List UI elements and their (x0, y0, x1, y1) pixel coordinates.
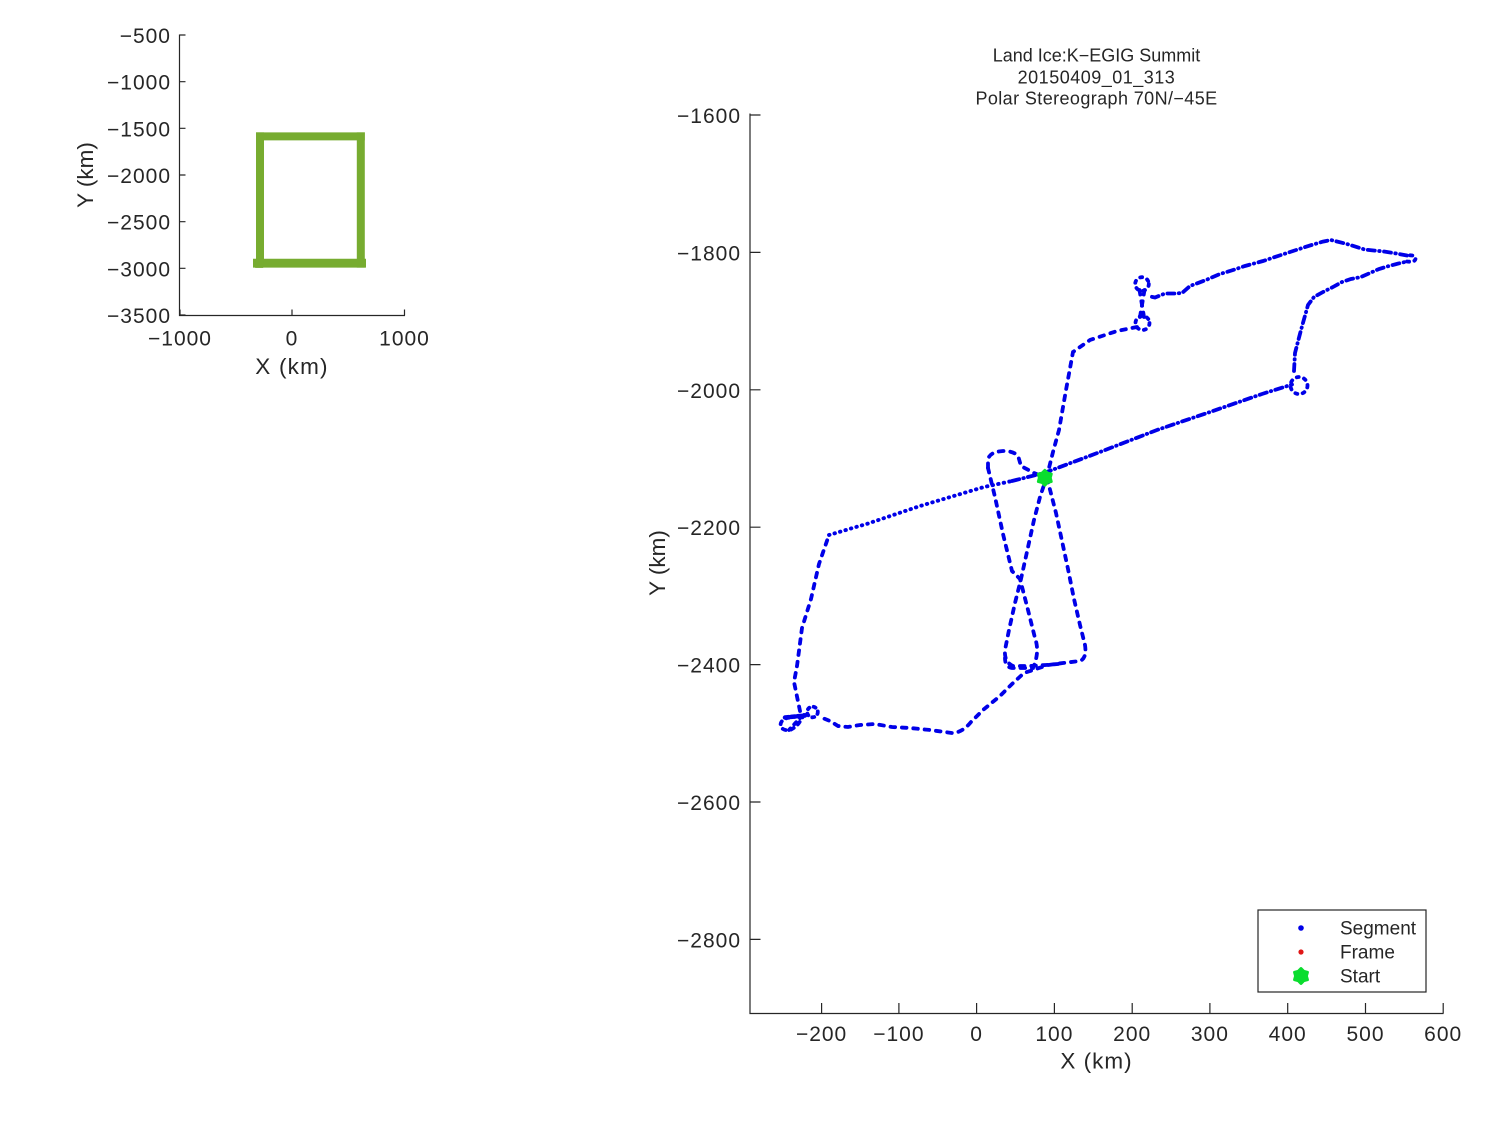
svg-text:Y (km): Y (km) (73, 142, 98, 208)
svg-text:Start: Start (1340, 967, 1381, 988)
svg-text:200: 200 (1113, 1023, 1151, 1046)
svg-text:−3000: −3000 (107, 258, 171, 281)
svg-text:−2600: −2600 (677, 792, 741, 815)
svg-text:−2000: −2000 (107, 165, 171, 188)
svg-text:−2400: −2400 (677, 655, 741, 678)
svg-text:Y (km): Y (km) (645, 530, 670, 596)
svg-text:1000: 1000 (379, 328, 430, 351)
svg-text:Segment: Segment (1340, 919, 1417, 940)
svg-text:−2500: −2500 (107, 212, 171, 235)
svg-text:100: 100 (1035, 1023, 1073, 1046)
svg-text:−200: −200 (796, 1023, 847, 1046)
svg-text:−1000: −1000 (107, 72, 171, 95)
svg-text:Frame: Frame (1340, 943, 1395, 964)
svg-text:20150409_01_313: 20150409_01_313 (1018, 68, 1176, 89)
svg-text:−500: −500 (120, 25, 171, 48)
svg-text:−2200: −2200 (677, 517, 741, 540)
svg-text:0: 0 (970, 1023, 983, 1046)
svg-text:300: 300 (1191, 1023, 1229, 1046)
svg-text:0: 0 (286, 328, 299, 351)
svg-text:600: 600 (1424, 1023, 1462, 1046)
svg-text:Polar Stereograph 70N/−45E: Polar Stereograph 70N/−45E (975, 89, 1217, 109)
svg-text:−2000: −2000 (677, 380, 741, 403)
svg-text:X (km): X (km) (255, 354, 328, 379)
svg-text:Land Ice:K−EGIG Summit: Land Ice:K−EGIG Summit (993, 46, 1201, 66)
svg-text:−3500: −3500 (107, 305, 171, 328)
svg-text:−2800: −2800 (677, 929, 741, 952)
svg-text:X (km): X (km) (1060, 1049, 1132, 1074)
svg-text:500: 500 (1346, 1023, 1384, 1046)
svg-text:−1500: −1500 (107, 118, 171, 141)
svg-text:−1000: −1000 (148, 328, 212, 351)
svg-text:−100: −100 (873, 1023, 924, 1046)
svg-text:400: 400 (1269, 1023, 1307, 1046)
svg-text:−1800: −1800 (677, 242, 741, 265)
svg-text:−1600: −1600 (677, 105, 741, 128)
